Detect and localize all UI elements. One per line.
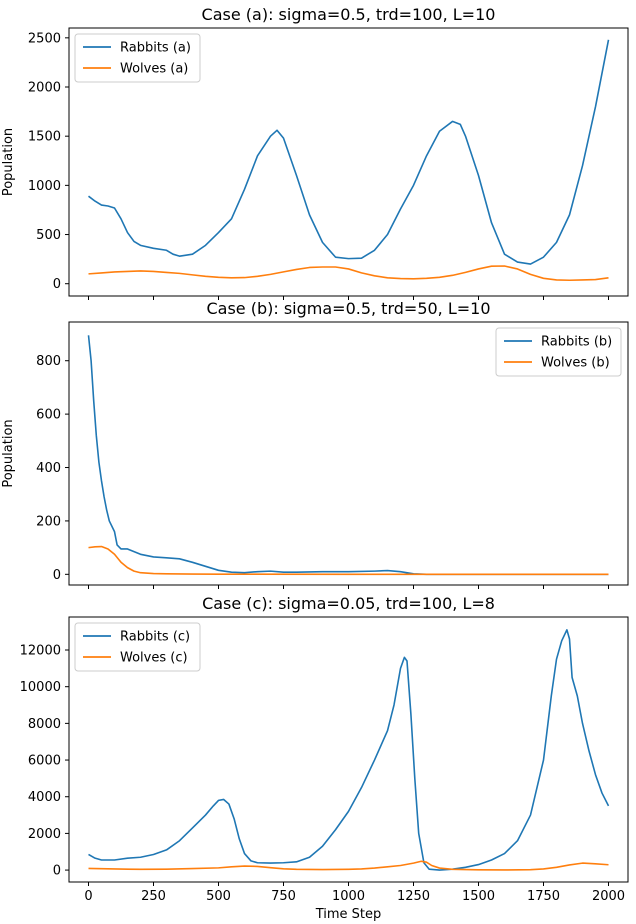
y-tick-label: 0 [53, 277, 61, 292]
series-line-rabbits-b [87, 335, 609, 576]
legend-label: Rabbits (a) [120, 41, 191, 56]
y-axis-label: Population [1, 128, 16, 196]
y-tick-label: 2000 [28, 81, 61, 96]
legend-label: Wolves (b) [541, 356, 610, 371]
legend-box [74, 622, 201, 672]
y-tick-label: 600 [36, 408, 61, 423]
subplot-1: 0 500 1000 1500 2000 2500 Case (a): sigma=0.5,… [1, 5, 629, 300]
chart-title: Case (c): sigma=0.05, trd=100, L=8 [202, 594, 495, 613]
x-axis-label: Time Step [315, 907, 382, 922]
y-tick-label: 0 [53, 568, 61, 583]
y-tick-label: 4000 [28, 790, 61, 805]
legend-box [495, 327, 622, 377]
subplot-3: 0 250 500 750 1000 1250 1500 1750 2000 0 2000 4000 6… [20, 594, 629, 922]
legend: Rabbits (c) Wolves (c) [74, 622, 201, 672]
x-tick-label: 1750 [527, 889, 560, 904]
y-tick-label: 200 [36, 514, 61, 529]
x-tick-label: 750 [271, 889, 296, 904]
y-tick-label: 1000 [28, 179, 61, 194]
series-line-wolves-b [88, 545, 609, 576]
y-tick-label: 1500 [28, 130, 61, 145]
x-tick-label: 500 [206, 889, 231, 904]
chart-title: Case (a): sigma=0.5, trd=100, L=10 [202, 5, 496, 24]
series-line-wolves-c [88, 860, 609, 871]
y-tick-label: 10000 [20, 680, 61, 695]
x-tick-label: 1500 [462, 889, 495, 904]
legend-label: Rabbits (c) [120, 630, 190, 645]
y-tick-label: 500 [36, 228, 61, 243]
y-tick-label: 0 [53, 864, 61, 879]
x-tick-label: 2000 [592, 889, 625, 904]
legend-label: Wolves (c) [120, 651, 188, 666]
x-tick-label: 1250 [397, 889, 430, 904]
y-tick-label: 400 [36, 461, 61, 476]
y-tick-label: 8000 [28, 717, 61, 732]
series-line-rabbits-c [88, 629, 610, 871]
series-line-wolves-a [88, 265, 609, 282]
legend: Rabbits (a) Wolves (a) [74, 33, 201, 83]
x-tick-label: 1000 [332, 889, 365, 904]
x-tick-label: 0 [84, 889, 92, 904]
legend-label: Rabbits (b) [541, 335, 612, 350]
legend-box [74, 33, 201, 83]
y-tick-label: 800 [36, 354, 61, 369]
legend: Rabbits (b) Wolves (b) [495, 327, 622, 377]
y-tick-label: 12000 [20, 644, 61, 659]
chart-title: Case (b): sigma=0.5, trd=50, L=10 [206, 299, 490, 318]
series-line-rabbits-a [88, 39, 610, 265]
y-tick-label: 6000 [28, 754, 61, 769]
y-axis-label: Population [1, 419, 16, 487]
x-tick-label: 250 [141, 889, 166, 904]
legend-label: Wolves (a) [120, 62, 188, 77]
subplot-2: 0 200 400 600 800 Case (b): sigma=0.5, trd=50… [1, 299, 629, 589]
y-tick-label: 2000 [28, 827, 61, 842]
y-tick-label: 2500 [28, 31, 61, 46]
